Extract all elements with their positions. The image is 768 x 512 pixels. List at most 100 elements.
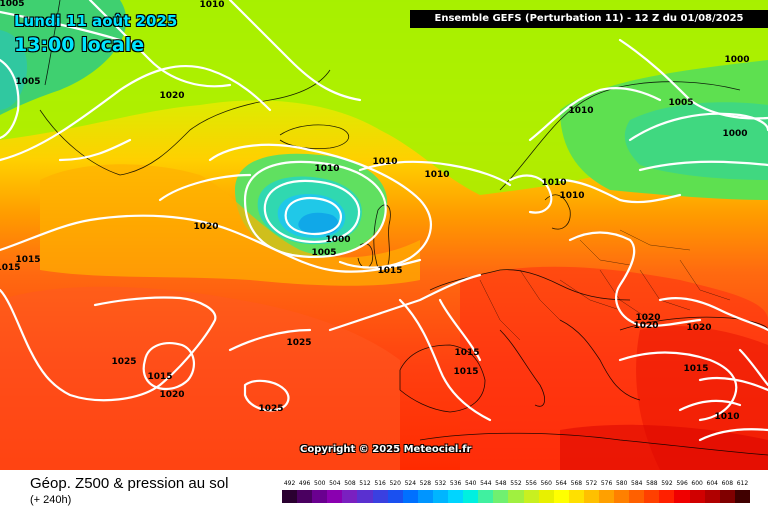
isobars bbox=[0, 0, 768, 440]
legend-swatch-544 bbox=[478, 490, 494, 503]
legend-swatch-496 bbox=[297, 490, 313, 503]
legend-tick-560: 560 bbox=[540, 480, 552, 487]
legend-tick-544: 544 bbox=[480, 480, 492, 487]
isobar-label-1020-balkans-b: 1020 bbox=[633, 321, 658, 331]
legend-swatch-580 bbox=[614, 490, 630, 503]
legend-swatch-524 bbox=[402, 490, 418, 503]
isobar-label-1000-ne: 1000 bbox=[722, 129, 747, 139]
lead-time: (+ 240h) bbox=[30, 494, 72, 506]
legend-tick-528: 528 bbox=[419, 480, 432, 487]
legend-tick-492: 492 bbox=[283, 480, 296, 487]
legend-swatch-552 bbox=[508, 490, 524, 503]
legend-tick-508: 508 bbox=[344, 480, 356, 487]
legend-tick-532: 532 bbox=[434, 480, 447, 487]
legend-swatch-548 bbox=[493, 490, 509, 503]
isobar-label-1000-low-center: 1000 bbox=[325, 235, 350, 245]
legend-swatch-592 bbox=[659, 490, 675, 503]
legend-swatch-604 bbox=[704, 490, 720, 503]
isobar-label-1020-small-low: 1020 bbox=[159, 390, 184, 400]
legend-tick-564: 564 bbox=[555, 480, 567, 487]
isobar-label-1010-top: 1010 bbox=[199, 0, 224, 10]
isobar-label-1015-small-low: 1015 bbox=[147, 372, 172, 382]
legend-tick-552: 552 bbox=[510, 480, 522, 487]
legend-swatch-516 bbox=[372, 490, 388, 503]
isobar-label-1005-greenland: 1005 bbox=[15, 77, 40, 87]
legend-tick-496: 496 bbox=[298, 480, 311, 487]
legend-tick-584: 584 bbox=[631, 480, 643, 487]
isobar-label-1015-iberia-south: 1015 bbox=[453, 367, 478, 377]
legend-swatch-568 bbox=[568, 490, 584, 503]
legend-tick-568: 568 bbox=[570, 480, 583, 487]
isobar-label-1025-south: 1025 bbox=[258, 404, 283, 414]
weather-map: 1005 1010 1005 1020 1010 1010 1010 1000 … bbox=[0, 0, 768, 470]
legend-tick-labels: 492 496 500 504 508 512 516 520 524 528 532 536 540 5… bbox=[282, 480, 750, 490]
legend-swatch-612 bbox=[734, 490, 750, 503]
legend-swatch-588 bbox=[644, 490, 660, 503]
forecast-date: Lundi 11 août 2025 bbox=[14, 12, 178, 30]
forecast-local-time: 13:00 locale bbox=[14, 34, 145, 56]
product-title: Géop. Z500 & pression au sol bbox=[30, 475, 229, 492]
isobar-label-1015-iberia-north: 1015 bbox=[454, 348, 479, 358]
legend-tick-596: 596 bbox=[676, 480, 688, 487]
isobar-label-1005-nw-top: 1005 bbox=[0, 0, 25, 9]
legend-tick-608: 608 bbox=[721, 480, 734, 487]
map-canvas: 1005 1010 1005 1020 1010 1010 1010 1000 … bbox=[0, 0, 768, 470]
isobar-label-1010-iceland: 1010 bbox=[314, 164, 339, 174]
legend-swatch-572 bbox=[583, 490, 599, 503]
legend-swatch-528 bbox=[417, 490, 433, 503]
legend-swatch-500 bbox=[312, 490, 328, 503]
legend-tick-612: 612 bbox=[736, 480, 749, 487]
isobar-label-1005-scandinavia: 1005 bbox=[668, 98, 693, 108]
isobar-label-1010-denmark: 1010 bbox=[541, 178, 566, 188]
isobar-label-1010-northsea-b: 1010 bbox=[424, 170, 449, 180]
legend-tick-572: 572 bbox=[585, 480, 598, 487]
isobar-label-1010-southeast: 1010 bbox=[714, 412, 739, 422]
legend-tick-500: 500 bbox=[314, 480, 326, 487]
legend-tick-512: 512 bbox=[359, 480, 371, 487]
legend-swatch-540 bbox=[463, 490, 479, 503]
isobar-label-1010-northsea-a: 1010 bbox=[372, 157, 397, 167]
legend-tick-520: 520 bbox=[389, 480, 401, 487]
color-scale-legend: 492 496 500 504 508 512 516 520 524 528 532 536 540 5… bbox=[282, 480, 750, 504]
legend-swatch-508 bbox=[342, 490, 358, 503]
geopotential-field bbox=[0, 0, 768, 470]
isobar-labels: 1005 1010 1005 1020 1010 1010 1010 1000 … bbox=[0, 0, 750, 422]
copyright-notice: Copyright © 2025 Meteociel.fr bbox=[300, 444, 472, 455]
legend-tick-548: 548 bbox=[495, 480, 507, 487]
isobar-label-1005-low: 1005 bbox=[311, 248, 336, 258]
legend-tick-516: 516 bbox=[374, 480, 386, 487]
legend-swatch-596 bbox=[674, 490, 690, 503]
legend-swatch-560 bbox=[538, 490, 554, 503]
legend-swatch-584 bbox=[629, 490, 645, 503]
legend-tick-600: 600 bbox=[691, 480, 703, 487]
isobar-label-1015-west: 1015 bbox=[15, 255, 40, 265]
legend-swatch-556 bbox=[523, 490, 539, 503]
legend-swatch-504 bbox=[327, 490, 343, 503]
isobar-label-1010-norway: 1010 bbox=[568, 106, 593, 116]
legend-tick-524: 524 bbox=[404, 480, 417, 487]
country-borders bbox=[479, 229, 731, 341]
isobar-label-1025-mid-atlantic: 1025 bbox=[286, 338, 311, 348]
isobar-label-1020-east: 1020 bbox=[686, 323, 711, 333]
isobar-label-1020-greenland: 1020 bbox=[159, 91, 184, 101]
isobar-label-1015-ireland: 1015 bbox=[377, 266, 402, 276]
legend-tick-576: 576 bbox=[600, 480, 613, 487]
isobar-label-1010-baltic: 1010 bbox=[559, 191, 584, 201]
isobar-label-1020-atlantic: 1020 bbox=[193, 222, 218, 232]
coastlines bbox=[39, 0, 768, 456]
legend-swatch-532 bbox=[432, 490, 449, 503]
isobar-label-1015-west-edge: 1015 bbox=[0, 263, 21, 273]
legend-tick-536: 536 bbox=[449, 480, 462, 487]
model-run-banner: Ensemble GEFS (Perturbation 11) - 12 Z d… bbox=[410, 10, 768, 28]
legend-tick-556: 556 bbox=[525, 480, 537, 487]
isobar-label-1025-azores: 1025 bbox=[111, 357, 136, 367]
legend-swatch-492 bbox=[282, 490, 298, 503]
legend-tick-604: 604 bbox=[706, 480, 718, 487]
legend-swatch-576 bbox=[598, 490, 615, 503]
legend-swatch-608 bbox=[719, 490, 735, 503]
legend-swatch-512 bbox=[357, 490, 373, 503]
isobar-label-1000-ne-top: 1000 bbox=[724, 55, 749, 65]
legend-swatch-600 bbox=[689, 490, 705, 503]
isobar-label-1020-balkans-a: 1020 bbox=[635, 313, 660, 323]
legend-swatch-564 bbox=[553, 490, 569, 503]
